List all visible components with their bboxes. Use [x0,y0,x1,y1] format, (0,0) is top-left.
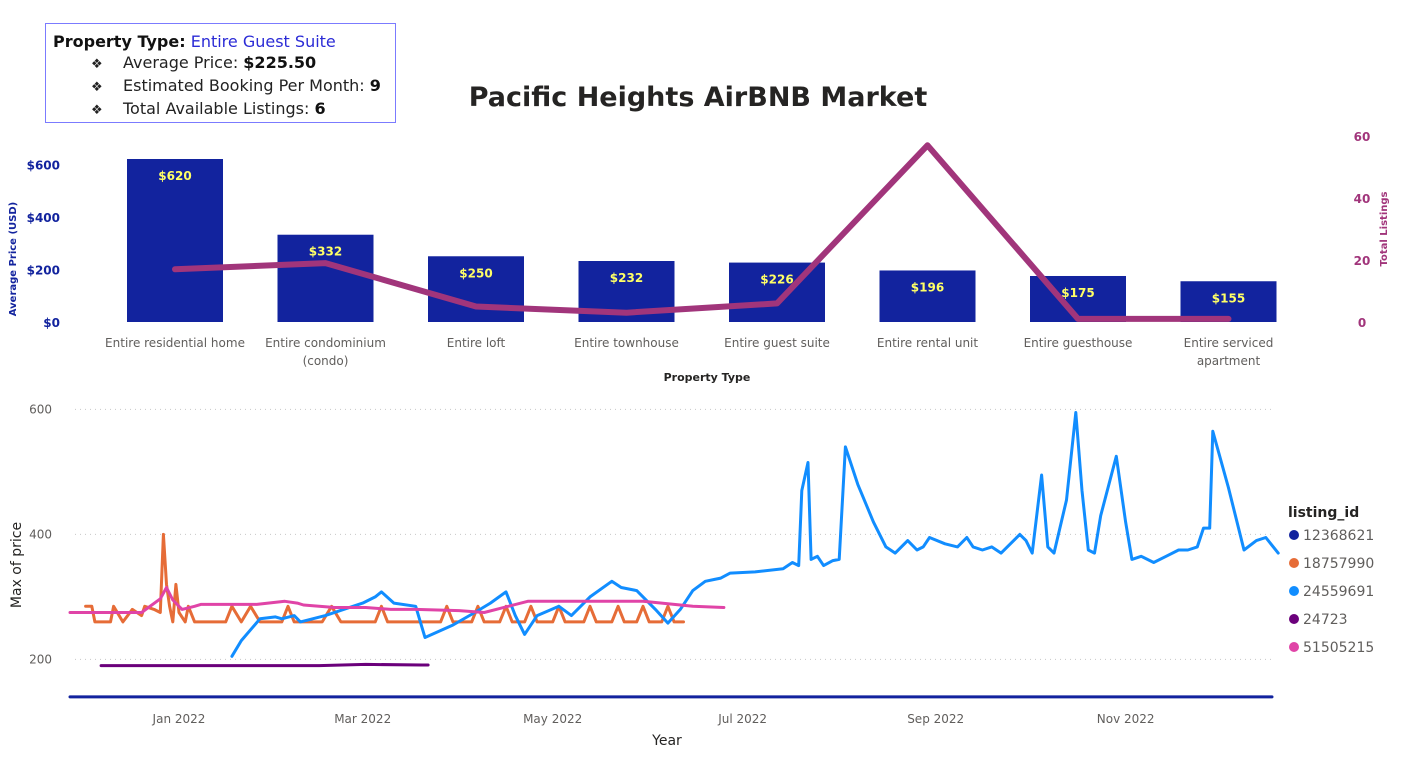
chart-title: Pacific Heights AirBNB Market [468,82,928,113]
y-tick-label: $0 [43,316,60,330]
x-tick-label: Entire townhouse [574,336,679,350]
property-type-label: Property Type: [53,32,186,51]
x-tick-label: Entire loft [447,336,506,350]
summary-item-value: 6 [314,99,326,118]
property-type-value: Entire Guest Suite [190,32,336,51]
bar-data-label: $232 [610,271,643,285]
legend-swatch [1289,614,1299,624]
legend-label: 51505215 [1303,640,1374,656]
x-tick-label: Jul 2022 [717,712,767,726]
bar-data-label: $332 [309,245,342,259]
y2-tick-label: 40 [1354,192,1371,206]
summary-item-label: Average Price: [123,53,244,72]
y-tick-label: 200 [29,652,52,666]
y-tick-label: $600 [27,158,60,172]
property-type-line: Property Type: Entire Guest Suite [53,31,395,52]
x-tick-label: Entire condominium (condo) [265,336,386,368]
y-tick-label: $200 [27,263,60,277]
series-line-24723 [99,662,430,668]
bar-data-label: $155 [1212,291,1245,305]
bar [879,270,976,322]
bar [127,159,223,322]
legend-title: listing_id [1288,505,1359,521]
summary-item-value: $225.50 [243,53,317,72]
summary-item-booking: ❖ Estimated Booking Per Month: 9 [91,75,395,98]
summary-item-average-price: ❖ Average Price: $225.50 [91,52,395,75]
x-axis-title: Property Type [664,371,751,384]
x-tick-label: Sep 2022 [907,712,964,726]
bar [277,234,374,322]
summary-list: ❖ Average Price: $225.50 ❖ Estimated Booki… [53,52,395,121]
summary-item-label: Estimated Booking Per Month: [123,76,370,95]
y-axis-title: Average Price (USD) [8,202,19,316]
x-tick-label: Mar 2022 [334,712,391,726]
bar [428,256,524,322]
legend-label: 24723 [1303,612,1348,628]
y-axis-title: Max of price [9,522,25,608]
legend-swatch [1289,558,1299,568]
series-line-51505215 [68,586,726,614]
x-tick-label: Entire guest suite [724,336,830,350]
diamond-bullet-icon: ❖ [91,80,103,95]
summary-item-value: 9 [369,76,381,95]
legend-label: 24559691 [1303,584,1374,600]
bar-data-label: $620 [158,169,191,183]
x-tick-label: Entire guesthouse [1024,336,1133,350]
y2-tick-label: 20 [1354,254,1371,268]
bar-data-label: $175 [1061,286,1094,300]
diamond-bullet-icon: ❖ [91,57,103,72]
price-by-property-type-chart: $0 $200 $400 $600 0 20 40 60 Average Price (USD)… [8,130,1390,384]
y2-axis-title: Total Listings [1379,191,1390,266]
x-tick-label: Nov 2022 [1097,712,1155,726]
diamond-bullet-icon: ❖ [91,103,103,118]
y2-tick-label: 60 [1354,130,1371,144]
bar-data-label: $196 [911,280,944,294]
legend-swatch [1289,642,1299,652]
summary-item-label: Total Available Listings: [123,99,315,118]
summary-item-listings: ❖ Total Available Listings: 6 [91,98,395,121]
x-tick-label: Entire residential home [105,336,245,350]
y2-tick-label: 0 [1358,316,1366,330]
y-tick-label: 400 [29,527,52,541]
legend-swatch [1289,586,1299,596]
bar-data-label: $250 [459,266,492,280]
y-tick-label: $400 [27,211,60,225]
property-summary-card: Property Type: Entire Guest Suite ❖ Avera… [45,23,396,123]
x-tick-label: Jan 2022 [152,712,206,726]
legend-swatch [1289,530,1299,540]
legend-label: 12368621 [1303,528,1374,544]
y-tick-label: 600 [29,402,52,416]
total-listings-line [172,142,1232,322]
x-tick-label: Entire rental unit [877,336,979,350]
x-tick-label: May 2022 [523,712,582,726]
bar-data-label: $226 [760,273,793,287]
x-tick-label: Entire serviced apartment [1184,336,1274,368]
bar [1180,281,1277,322]
legend-label: 18757990 [1303,556,1374,572]
x-axis-title: Year [651,733,682,749]
